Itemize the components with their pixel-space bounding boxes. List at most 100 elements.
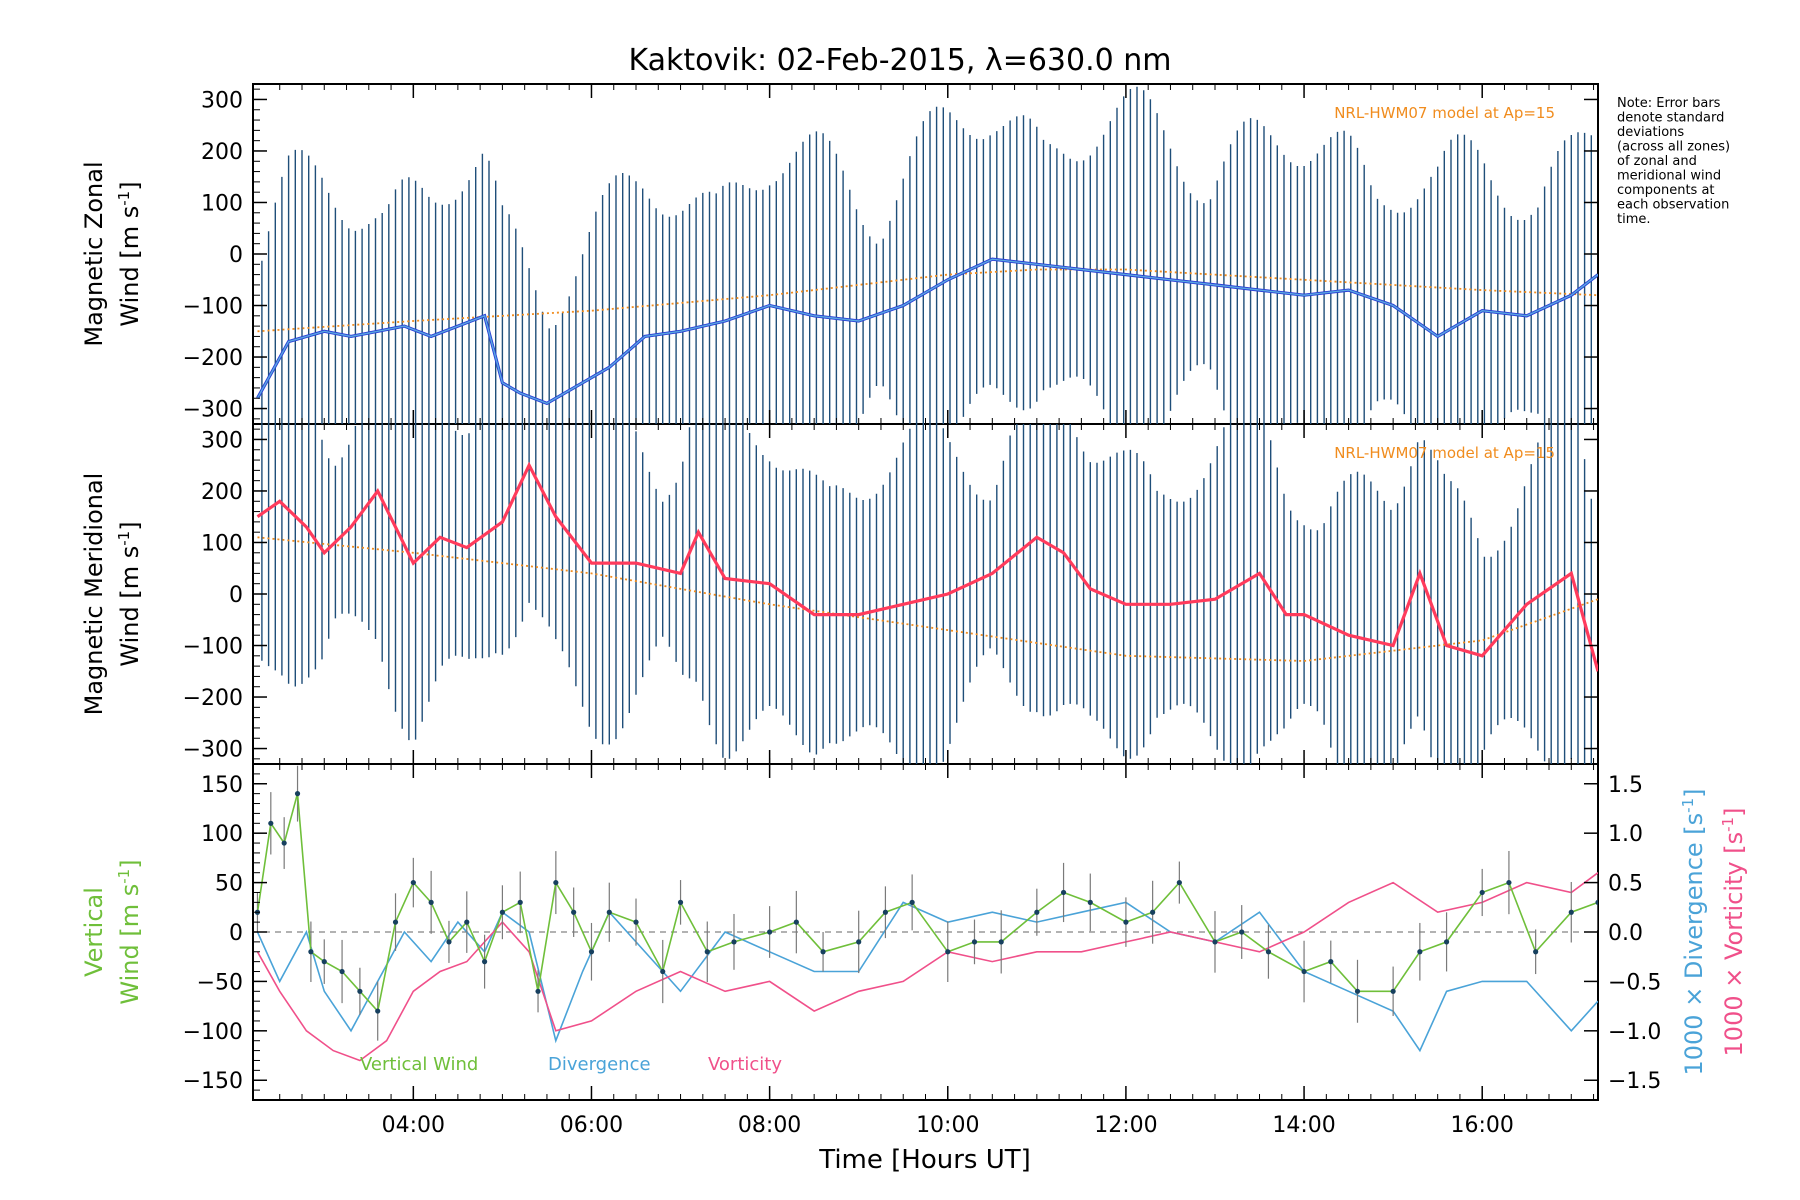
vertical-wind-point <box>945 949 951 955</box>
hwm07-model-line <box>257 268 1598 333</box>
vertical-wind-point <box>1212 939 1218 945</box>
note-line: of zonal and <box>1617 154 1697 169</box>
y-tick-label: 100 <box>201 531 243 556</box>
vertical-wind-point <box>1239 929 1245 935</box>
axes-layer: −300 −200 −100 0 100 200 300 −300 −200 −100 0 100 20… <box>183 84 1661 1138</box>
y-tick-label: 200 <box>201 140 243 165</box>
y-tick-label: 100 <box>201 822 243 847</box>
legend-vertical-wind: Vertical Wind <box>360 1054 478 1075</box>
vertical-wind-point <box>499 909 506 915</box>
y-tick-label: −150 <box>183 1069 243 1094</box>
y-tick-label: 300 <box>201 428 243 453</box>
vertical-wind-point <box>553 879 559 886</box>
note-line: each observation <box>1617 198 1729 213</box>
y-tick-label: 300 <box>201 88 243 113</box>
vertical-wind-point <box>392 919 399 925</box>
vertical-wind-point <box>1354 988 1361 994</box>
x-tick-label: 16:00 <box>1451 1113 1514 1138</box>
y-tick-label: −100 <box>183 635 243 660</box>
note-line: meridional wind <box>1617 169 1721 184</box>
y-tick-label: −300 <box>183 738 243 763</box>
legend-vorticity: Vorticity <box>708 1054 782 1075</box>
note-line: deviations <box>1617 125 1684 140</box>
vertical-wind-point <box>1533 949 1539 955</box>
vertical-wind-point <box>1479 889 1485 896</box>
hwm07-model-line <box>257 536 1598 662</box>
vertical-wind-point <box>1443 939 1450 945</box>
y2-tick-label: 1.0 <box>1608 822 1643 847</box>
vertical-wind-point <box>446 939 452 945</box>
vertical-wind-point <box>998 939 1004 945</box>
vertical-wind-point <box>856 939 862 945</box>
vertical-wind-point <box>1034 909 1040 915</box>
x-tick-label: 10:00 <box>916 1113 979 1138</box>
vertical-wind-point <box>704 949 710 955</box>
meridional-wind-line <box>256 461 1598 672</box>
vertical-wind-point <box>464 919 470 925</box>
ylabel-vertical-line2: Wind [m s-1] <box>115 859 144 1004</box>
vertical-wind-point <box>410 879 416 886</box>
y-tick-label: 100 <box>201 191 243 216</box>
y2-tick-label: 0.0 <box>1608 921 1643 946</box>
panel-meridional-frame <box>252 423 1599 765</box>
x-tick-label: 08:00 <box>738 1113 801 1138</box>
vertical-wind-point <box>1150 909 1156 915</box>
vertical-wind-point <box>1123 919 1129 925</box>
vertical-wind-point <box>339 968 345 975</box>
vertical-wind-point <box>793 919 799 925</box>
note-line: components at <box>1617 183 1715 198</box>
vertical-wind-point <box>1301 968 1307 975</box>
panel-vertical-plot <box>253 765 1598 1062</box>
vertical-wind-point <box>1595 899 1598 905</box>
vertical-wind-point <box>633 919 639 925</box>
vertical-wind-point <box>308 949 314 955</box>
vertical-wind-point <box>281 840 287 846</box>
y-tick-label: −50 <box>197 970 243 995</box>
vertical-wind-line <box>256 793 1598 1013</box>
xlabel: Time [Hours UT] <box>818 1145 1031 1175</box>
vertical-wind-point <box>571 909 577 915</box>
y-tick-label: 0 <box>229 921 243 946</box>
vertical-wind-point <box>1506 879 1512 886</box>
x-tick-label: 12:00 <box>1094 1113 1157 1138</box>
y-tick-label: −200 <box>183 686 243 711</box>
vertical-wind-point <box>535 988 541 994</box>
vertical-wind-point <box>820 949 826 955</box>
y-tick-label: −100 <box>183 1020 243 1045</box>
y2label-divergence: 1000 × Divergence [s-1] <box>1679 788 1708 1075</box>
vertical-wind-point <box>428 899 434 905</box>
vertical-wind-point <box>1328 959 1334 965</box>
legend-divergence: Divergence <box>548 1054 651 1075</box>
vertical-wind-point <box>606 909 612 915</box>
x-tick-label: 04:00 <box>382 1113 445 1138</box>
ylabel-zonal: Magnetic Zonal <box>80 161 108 346</box>
svg-text:1000 × Vorticity [s-1]: 1000 × Vorticity [s-1] <box>1719 808 1748 1057</box>
ylabel-vertical: Vertical <box>80 887 108 977</box>
y2-tick-label: −1.5 <box>1608 1069 1661 1094</box>
y-tick-label: 0 <box>229 243 243 268</box>
y2-tick-label: 1.5 <box>1608 773 1643 798</box>
panel-zonal-plot <box>256 86 1598 424</box>
panel-zonal-annotation: NRL-HWM07 model at Ap=15 <box>1334 104 1555 122</box>
svg-text:Wind [m s-1]: Wind [m s-1] <box>115 859 144 1004</box>
y2-tick-label: −1.0 <box>1608 1020 1661 1045</box>
vorticity-line <box>256 872 1598 1062</box>
svg-text:Magnetic Meridional: Magnetic Meridional <box>80 473 108 716</box>
vertical-wind-point <box>660 968 666 975</box>
note-line: Note: Error bars <box>1617 96 1721 111</box>
vertical-wind-point <box>1417 949 1423 955</box>
note-line: denote standard <box>1617 111 1724 126</box>
divergence-line <box>256 901 1598 1053</box>
vertical-wind-point <box>517 899 523 905</box>
vertical-wind-point <box>909 899 915 905</box>
y2label-vorticity: 1000 × Vorticity [s-1] <box>1719 808 1748 1057</box>
svg-text:1000 × Divergence [s-1]: 1000 × Divergence [s-1] <box>1679 788 1708 1075</box>
panel-meridional-annotation: NRL-HWM07 model at Ap=15 <box>1334 444 1555 462</box>
y2-tick-label: −0.5 <box>1608 970 1661 995</box>
y2-tick-label: 0.5 <box>1608 872 1643 897</box>
vertical-wind-point <box>357 988 363 994</box>
vertical-wind-point <box>767 929 773 935</box>
vertical-wind-point <box>375 1008 381 1014</box>
